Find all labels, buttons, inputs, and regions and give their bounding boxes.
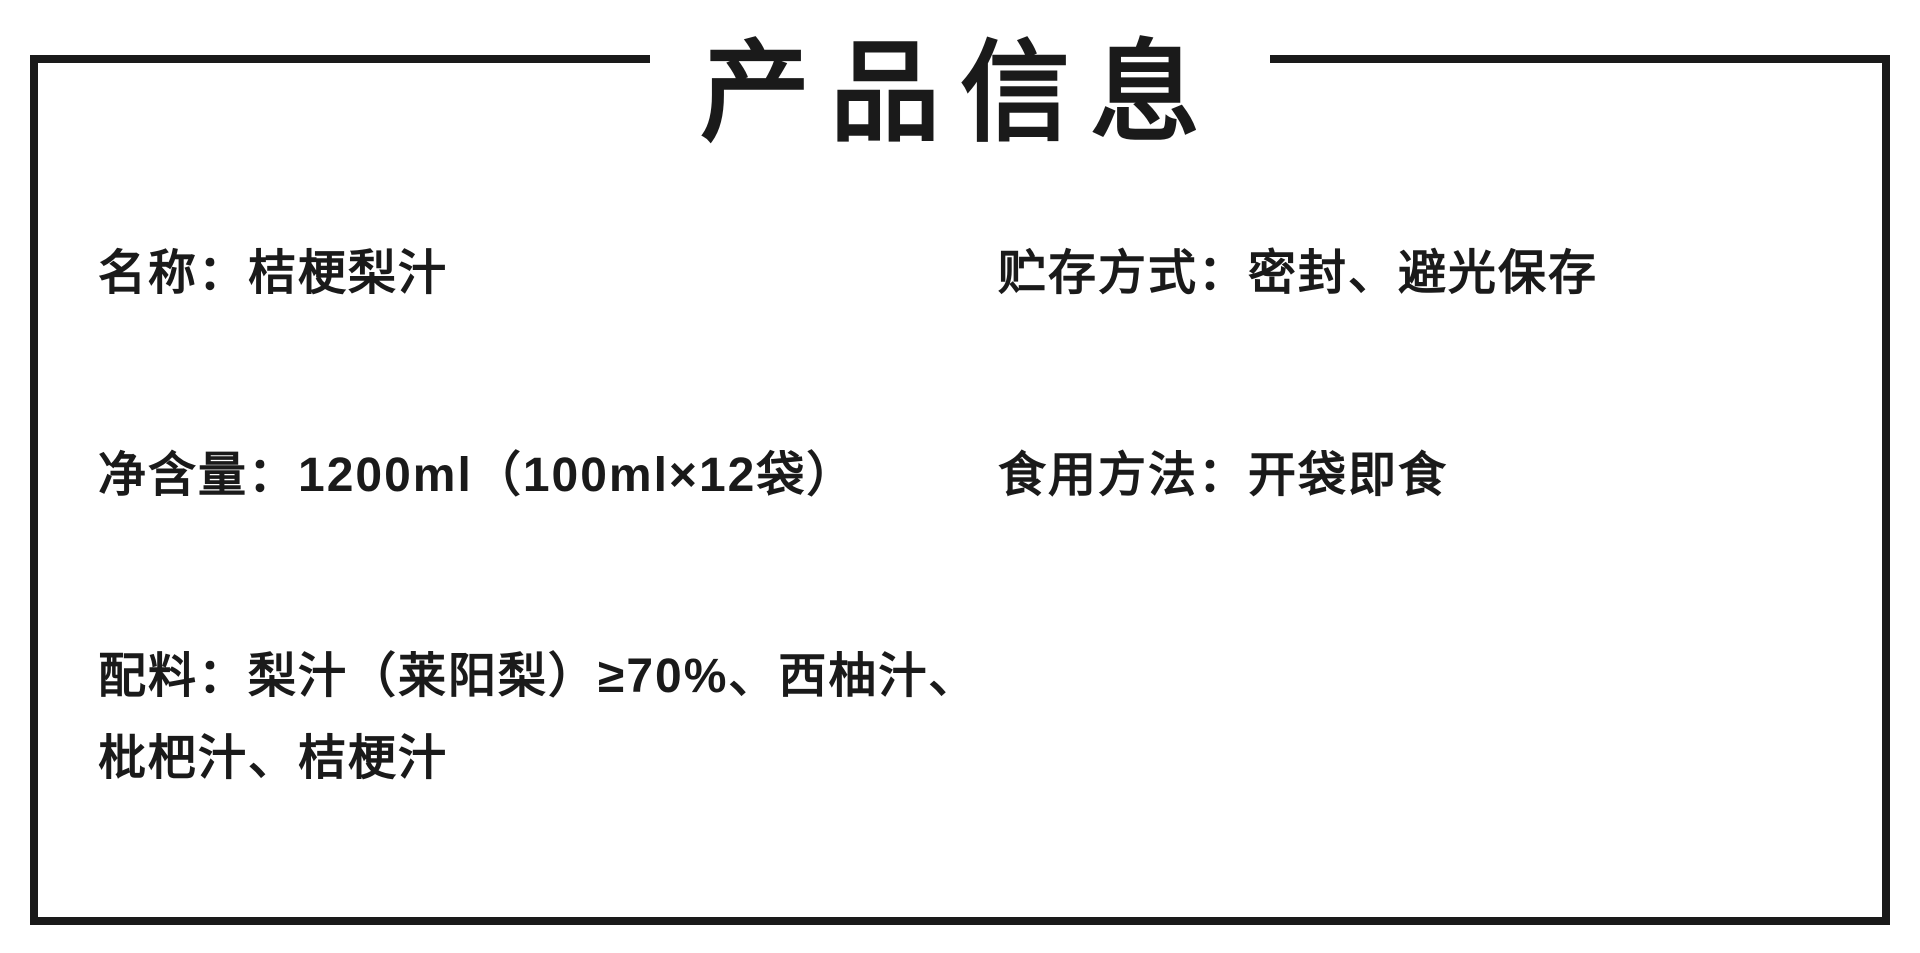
net-content-row: 净含量：1200ml（100ml×12袋） [98,435,998,517]
left-column: 名称：桔梗梨汁 净含量：1200ml（100ml×12袋） 配料：梨汁（莱阳梨）… [98,233,998,857]
page-title: 产品信息 [700,3,1220,163]
usage-value: 开袋即食 [1248,449,1448,502]
ingredients-row: 配料：梨汁（莱阳梨）≥70%、西柚汁、枇杷汁、桔梗汁 [98,636,998,799]
name-value: 桔梗梨汁 [248,247,448,300]
name-row: 名称：桔梗梨汁 [98,233,998,315]
title-wrapper: 产品信息 [650,3,1270,163]
name-label: 名称： [98,247,248,300]
usage-row: 食用方法：开袋即食 [998,435,1822,517]
content-area: 名称：桔梗梨汁 净含量：1200ml（100ml×12袋） 配料：梨汁（莱阳梨）… [38,63,1882,917]
right-column: 贮存方式：密封、避光保存 食用方法：开袋即食 [998,233,1822,857]
net-content-value: 1200ml（100ml×12袋） [298,449,856,502]
storage-label: 贮存方式： [998,247,1248,300]
net-content-label: 净含量： [98,449,298,502]
usage-label: 食用方法： [998,449,1248,502]
storage-value: 密封、避光保存 [1248,247,1598,300]
info-box: 产品信息 名称：桔梗梨汁 净含量：1200ml（100ml×12袋） 配料：梨汁… [30,55,1890,925]
ingredients-label: 配料： [98,650,248,703]
storage-row: 贮存方式：密封、避光保存 [998,233,1822,315]
